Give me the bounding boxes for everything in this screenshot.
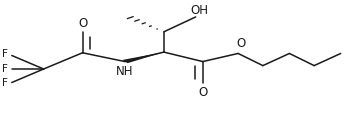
Text: F: F <box>2 64 8 74</box>
Text: OH: OH <box>190 4 208 17</box>
Text: F: F <box>2 49 8 59</box>
Text: NH: NH <box>116 65 134 78</box>
Text: O: O <box>236 38 245 51</box>
Text: O: O <box>198 86 207 99</box>
Polygon shape <box>122 52 164 63</box>
Text: F: F <box>2 78 8 87</box>
Text: O: O <box>78 17 87 30</box>
